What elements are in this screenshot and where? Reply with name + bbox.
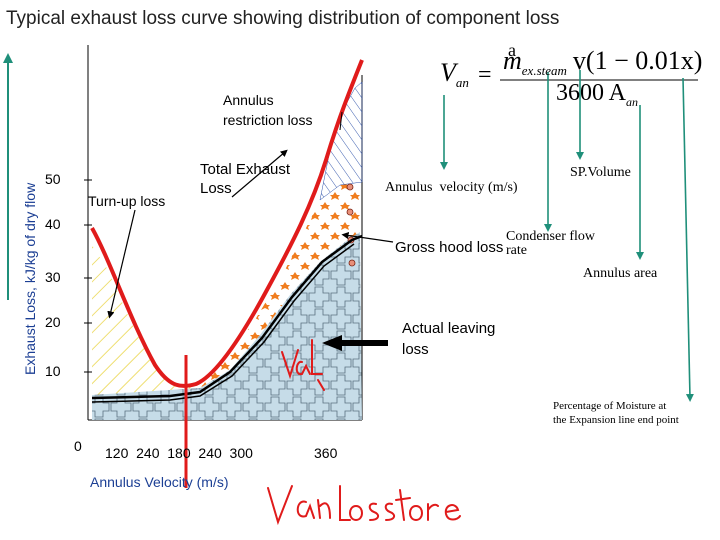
gross-hood-leader (341, 231, 394, 243)
annulus-restriction-line1: Annulus (223, 92, 274, 108)
formula-lhs-sub: an (455, 75, 469, 91)
moisture-line1: Percentage of Moisture at (553, 400, 667, 412)
actual-leaving-curve-2 (91, 243, 355, 403)
y-tick-label: 50 (45, 171, 61, 187)
red-handwriting-bottom (267, 485, 461, 526)
formula-den: 3600 A (556, 80, 627, 106)
actual-leaving-line1: Actual leaving (402, 320, 496, 337)
y-tick-label: 30 (45, 269, 61, 285)
turn-up-leader (107, 209, 136, 319)
formula-denominator: 3600 Aan (556, 80, 638, 110)
actual-leaving-curve (91, 234, 363, 400)
x-tick-label-360: 360 (314, 445, 338, 461)
x-origin-label: 0 (74, 438, 82, 454)
annulus-velocity-label: Annulus velocity (m/s) (385, 180, 518, 195)
x-tick-labels: 120 240 180 240 300 (105, 445, 253, 461)
moisture-label: Percentage of Moisture at the Expansion … (553, 399, 679, 427)
condenser-flow-line2: rate (506, 243, 527, 258)
slide-title: Typical exhaust loss curve showing distr… (6, 8, 560, 29)
formula-num-rest: v(1 − 0.01x) (572, 46, 703, 75)
formula-num-sub: ex.steam (521, 63, 567, 79)
actual-leaving-region (92, 232, 362, 420)
formula-extra-glyph: a (508, 40, 516, 60)
arrow-moisture (682, 77, 694, 402)
y-tick-marks (84, 179, 92, 373)
formula-den-sub: an (626, 94, 639, 109)
gross-hood-region (200, 182, 360, 388)
annulus-restriction-label: Annulus restriction loss (223, 90, 312, 130)
formula-numerator: mex.steam v(1 − 0.01x) (503, 46, 702, 79)
formula-v: V (440, 58, 456, 87)
y-tick-label: 40 (45, 216, 61, 232)
formula-lhs: Van (440, 58, 469, 91)
red-handwriting-annotation (281, 339, 325, 391)
total-exhaust-leader (231, 149, 288, 198)
x-axis-label: Annulus Velocity (m/s) (90, 474, 229, 490)
moisture-line2: the Expansion line end point (553, 414, 679, 426)
y-tick-label: 20 (45, 314, 61, 330)
turn-up-label: Turn-up loss (88, 193, 166, 209)
annulus-restriction-leader (339, 111, 343, 131)
black-arrow-icon (322, 335, 388, 351)
annulus-restriction-line2: restriction loss (223, 112, 313, 128)
sp-volume-label: SP.Volume (570, 165, 631, 180)
red-dots (346, 183, 356, 267)
condenser-flow-line1: Condenser flow (506, 229, 596, 244)
formula-m: m (503, 46, 522, 75)
total-exhaust-curve (90, 59, 364, 388)
total-exhaust-line2: Loss (200, 180, 232, 197)
y-axis-label: Exhaust Loss, kJ/kg of dry flow (22, 182, 38, 375)
gross-hood-label: Gross hood loss (395, 239, 504, 256)
total-exhaust-line1: Total Exhaust (200, 161, 291, 178)
turn-up-region (92, 245, 200, 395)
annulus-restriction-region (319, 81, 363, 201)
annulus-area-label: Annulus area (583, 266, 658, 281)
total-exhaust-label: Total Exhaust Loss (200, 160, 290, 198)
actual-leaving-label: Actual leaving loss (402, 318, 495, 360)
y-tick-label: 10 (45, 363, 61, 379)
formula-equals: = (478, 62, 492, 88)
actual-leaving-line2: loss (402, 341, 429, 358)
condenser-flow-label: Condenser flow rate (506, 230, 595, 258)
